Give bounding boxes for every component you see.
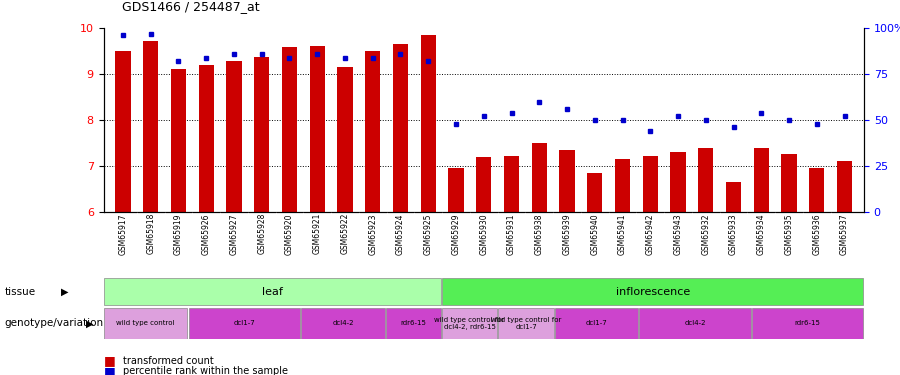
Text: GSM65919: GSM65919 xyxy=(174,213,183,255)
Text: GSM65921: GSM65921 xyxy=(312,213,321,255)
Text: GSM65929: GSM65929 xyxy=(452,213,461,255)
Bar xyxy=(365,51,381,212)
Text: GSM65934: GSM65934 xyxy=(757,213,766,255)
Text: ▶: ▶ xyxy=(61,286,68,297)
Bar xyxy=(670,152,686,212)
Text: GSM65927: GSM65927 xyxy=(230,213,238,255)
Text: GSM65922: GSM65922 xyxy=(340,213,349,255)
Bar xyxy=(753,148,769,212)
Text: dcl4-2: dcl4-2 xyxy=(684,320,706,326)
Text: GSM65936: GSM65936 xyxy=(813,213,822,255)
Text: ■: ■ xyxy=(104,354,115,367)
Text: GSM65923: GSM65923 xyxy=(368,213,377,255)
Bar xyxy=(115,51,130,212)
Bar xyxy=(532,143,547,212)
Bar xyxy=(310,46,325,212)
Bar xyxy=(809,168,824,212)
Text: ■: ■ xyxy=(104,365,115,375)
Text: wild type control: wild type control xyxy=(116,320,175,326)
Bar xyxy=(560,150,574,212)
Text: GSM65933: GSM65933 xyxy=(729,213,738,255)
Text: tissue: tissue xyxy=(4,286,36,297)
Bar xyxy=(837,161,852,212)
Text: GSM65937: GSM65937 xyxy=(840,213,849,255)
Bar xyxy=(781,154,797,212)
Text: GSM65920: GSM65920 xyxy=(285,213,294,255)
Bar xyxy=(752,308,863,339)
Text: transformed count: transformed count xyxy=(123,356,214,366)
Text: GSM65931: GSM65931 xyxy=(507,213,516,255)
Bar xyxy=(442,308,498,339)
Text: genotype/variation: genotype/variation xyxy=(4,318,104,328)
Text: GSM65918: GSM65918 xyxy=(146,213,155,255)
Bar xyxy=(171,69,186,212)
Bar xyxy=(448,168,464,212)
Text: GSM65939: GSM65939 xyxy=(562,213,572,255)
Bar xyxy=(504,156,519,212)
Text: GSM65928: GSM65928 xyxy=(257,213,266,255)
Text: wild type control for
dcl1-7: wild type control for dcl1-7 xyxy=(491,317,562,330)
Bar xyxy=(554,308,638,339)
Bar xyxy=(302,308,384,339)
Text: GSM65943: GSM65943 xyxy=(673,213,682,255)
Bar xyxy=(104,308,187,339)
Text: GSM65930: GSM65930 xyxy=(480,213,489,255)
Bar xyxy=(587,173,602,212)
Bar xyxy=(189,308,300,339)
Text: GSM65941: GSM65941 xyxy=(618,213,627,255)
Text: GSM65935: GSM65935 xyxy=(785,213,794,255)
Text: GSM65932: GSM65932 xyxy=(701,213,710,255)
Bar xyxy=(199,65,214,212)
Text: leaf: leaf xyxy=(262,286,283,297)
Bar xyxy=(282,46,297,212)
Text: ▶: ▶ xyxy=(86,318,94,328)
Bar xyxy=(476,157,491,212)
Bar xyxy=(698,148,714,212)
Bar xyxy=(393,44,408,212)
Bar xyxy=(143,41,158,212)
Text: rdr6-15: rdr6-15 xyxy=(400,320,427,326)
Bar xyxy=(615,159,630,212)
Bar xyxy=(726,182,742,212)
Bar xyxy=(226,61,241,212)
Text: dcl1-7: dcl1-7 xyxy=(586,320,608,326)
Bar xyxy=(442,278,863,305)
Text: GSM65940: GSM65940 xyxy=(590,213,599,255)
Text: percentile rank within the sample: percentile rank within the sample xyxy=(123,366,288,375)
Text: dcl1-7: dcl1-7 xyxy=(233,320,256,326)
Bar xyxy=(639,308,751,339)
Text: GSM65924: GSM65924 xyxy=(396,213,405,255)
Text: GSM65942: GSM65942 xyxy=(646,213,655,255)
Bar xyxy=(338,67,353,212)
Text: wild type control for
dcl4-2, rdr6-15: wild type control for dcl4-2, rdr6-15 xyxy=(435,317,505,330)
Text: GDS1466 / 254487_at: GDS1466 / 254487_at xyxy=(122,0,259,13)
Text: GSM65938: GSM65938 xyxy=(535,213,544,255)
Bar xyxy=(254,57,269,212)
Bar xyxy=(104,278,441,305)
Bar xyxy=(499,308,554,339)
Bar xyxy=(420,35,436,212)
Text: GSM65917: GSM65917 xyxy=(119,213,128,255)
Bar xyxy=(643,156,658,212)
Text: dcl4-2: dcl4-2 xyxy=(332,320,354,326)
Text: rdr6-15: rdr6-15 xyxy=(795,320,821,326)
Bar xyxy=(386,308,441,339)
Text: GSM65926: GSM65926 xyxy=(202,213,211,255)
Text: inflorescence: inflorescence xyxy=(616,286,690,297)
Text: GSM65925: GSM65925 xyxy=(424,213,433,255)
